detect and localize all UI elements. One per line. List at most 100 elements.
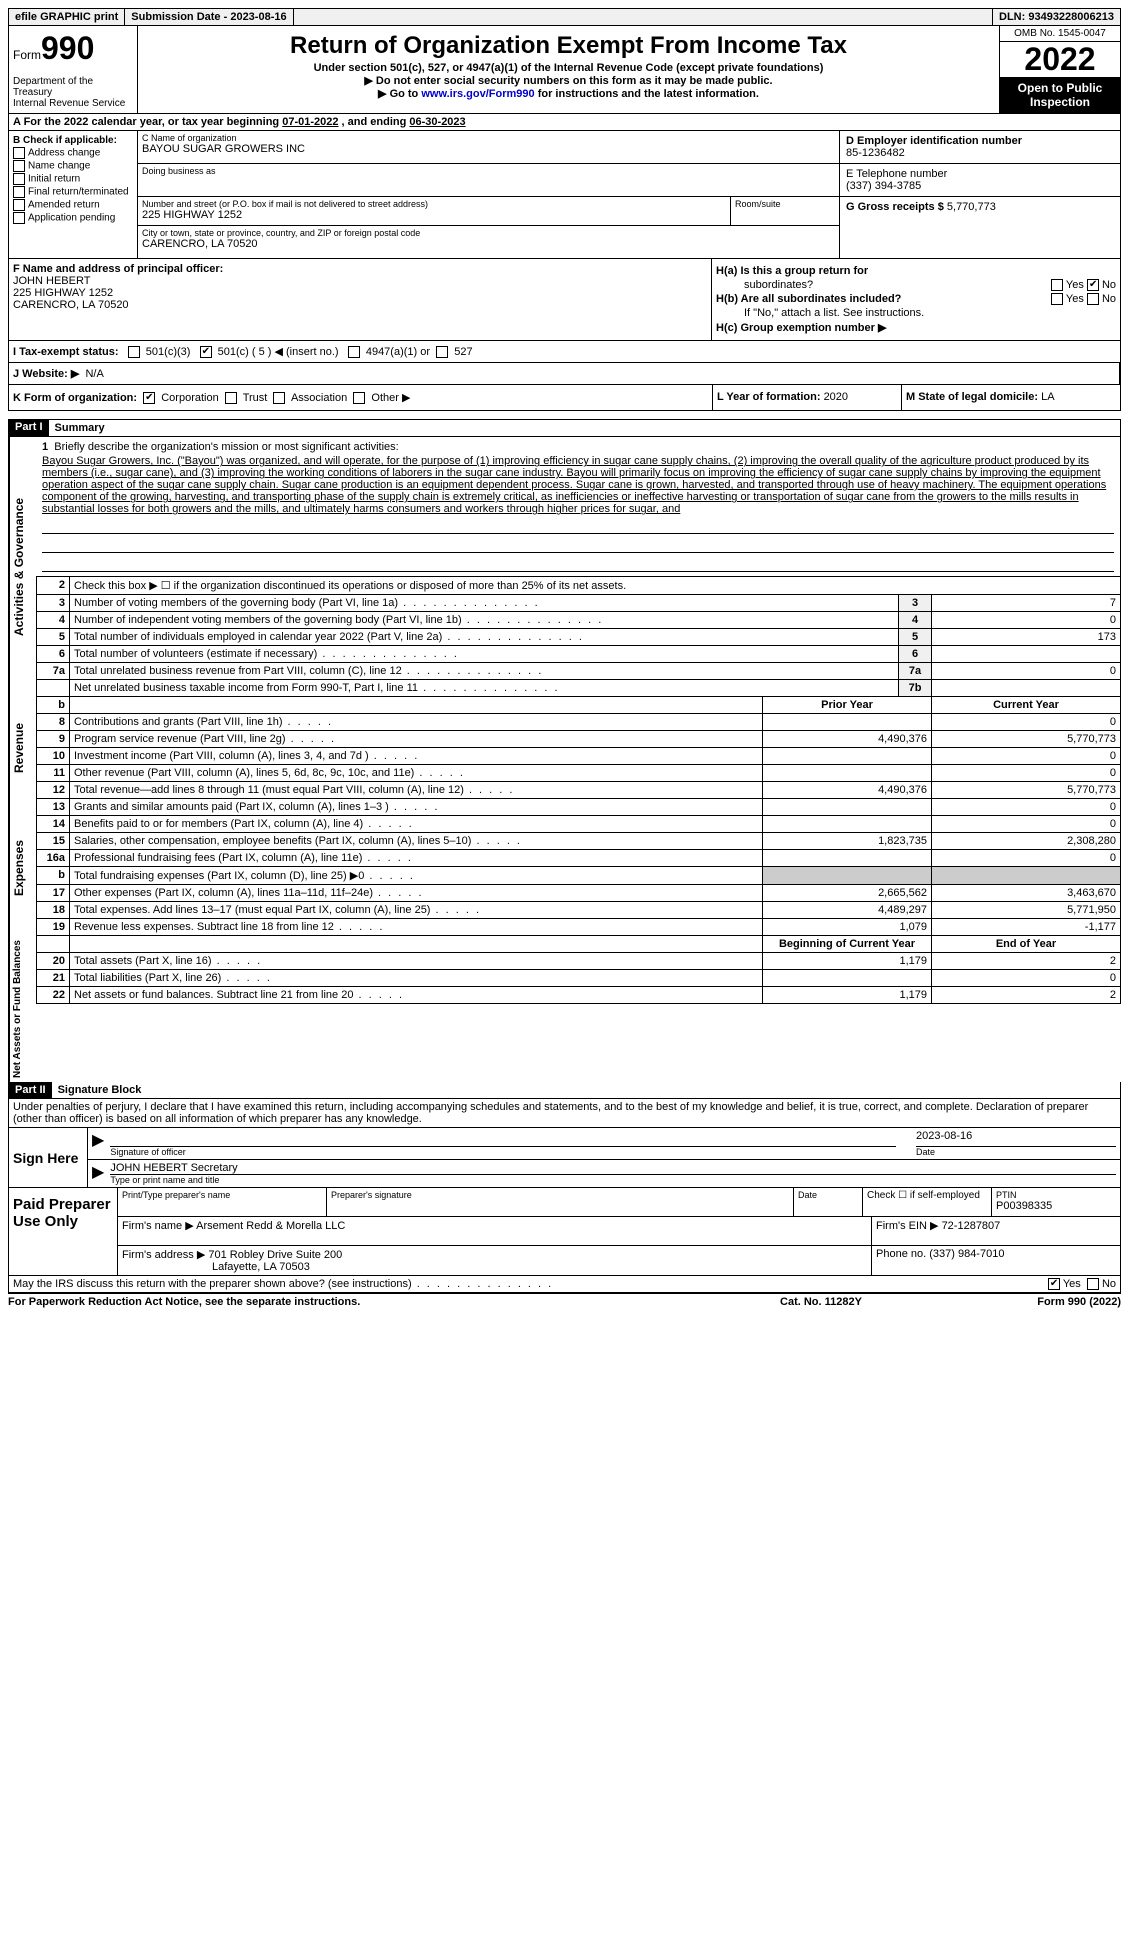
city-row: City or town, state or province, country… [138,226,839,258]
table-row: 5Total number of individuals employed in… [37,629,1121,646]
table-row: 16aProfessional fundraising fees (Part I… [37,850,1121,867]
tax-year: 2022 [1000,42,1120,77]
form-number-cell: Form990 Department of the Treasury Inter… [9,26,138,113]
hb-no[interactable] [1087,293,1099,305]
table-row: 15Salaries, other compensation, employee… [37,833,1121,850]
table-row: 18Total expenses. Add lines 13–17 (must … [37,902,1121,919]
lines-netassets: Beginning of Current Year End of Year 20… [36,936,1121,1004]
omb-number: OMB No. 1545-0047 [1000,26,1120,42]
officer-type-name: JOHN HEBERT Secretary [110,1162,1116,1175]
department-label: Department of the Treasury Internal Reve… [13,76,133,109]
dba-row: Doing business as [138,164,839,197]
check-other[interactable] [353,392,365,404]
table-row: 4Number of independent voting members of… [37,612,1121,629]
check-initial-return[interactable]: Initial return [13,173,133,185]
firm-name: Arsement Redd & Morella LLC [196,1220,345,1232]
gross-receipts: 5,770,773 [947,201,996,213]
table-row: 13Grants and similar amounts paid (Part … [37,799,1121,816]
table-row: 11Other revenue (Part VIII, column (A), … [37,765,1121,782]
declaration-text: Under penalties of perjury, I declare th… [8,1099,1121,1128]
check-4947[interactable] [348,346,360,358]
side-label-activities: Activities & Governance [9,437,36,697]
dln: DLN: 93493228006213 [992,9,1120,25]
discuss-no[interactable] [1087,1278,1099,1290]
m-state-domicile: M State of legal domicile: LA [902,385,1120,410]
table-row: 12Total revenue—add lines 8 through 11 (… [37,782,1121,799]
discuss-row: May the IRS discuss this return with the… [8,1276,1121,1293]
hb-yes[interactable] [1051,293,1063,305]
firm-ein: 72-1287807 [942,1220,1001,1232]
check-application-pending[interactable]: Application pending [13,212,133,224]
city-state-zip: CARENCRO, LA 70520 [142,238,835,250]
mission-text: Bayou Sugar Growers, Inc. ("Bayou") was … [42,455,1114,515]
inspection-label: Open to Public Inspection [1000,77,1120,113]
check-trust[interactable] [225,392,237,404]
box-e-phone: E Telephone number (337) 394-3785 [840,164,1120,197]
check-association[interactable] [273,392,285,404]
ha-no[interactable] [1087,279,1099,291]
room-suite: Room/suite [731,197,839,225]
section-expenses: Expenses 13Grants and similar amounts pa… [8,799,1121,936]
arrow-icon: ▶ [92,1162,104,1185]
street-row: Number and street (or P.O. box if mail i… [138,197,839,226]
topbar: efile GRAPHIC print Submission Date - 20… [8,8,1121,26]
section-activities: Activities & Governance 1 Briefly descri… [8,437,1121,697]
table-row: 14Benefits paid to or for members (Part … [37,816,1121,833]
table-row: 10Investment income (Part VIII, column (… [37,748,1121,765]
officer-name: JOHN HEBERT [13,275,90,287]
section-revenue: Revenue b Prior Year Current Year 8Contr… [8,697,1121,799]
check-address-change[interactable]: Address change [13,147,133,159]
phone-value: (337) 394-3785 [846,180,921,192]
lines-governance: 2Check this box ▶ ☐ if the organization … [36,577,1121,697]
side-label-expenses: Expenses [9,799,36,936]
table-row: Net unrelated business taxable income fr… [37,680,1121,697]
check-501c[interactable] [200,346,212,358]
title-cell: Return of Organization Exempt From Incom… [138,26,999,113]
ha-yes[interactable] [1051,279,1063,291]
check-name-change[interactable]: Name change [13,160,133,172]
paid-preparer-label: Paid Preparer Use Only [9,1188,118,1275]
table-row: 21Total liabilities (Part X, line 26)0 [37,970,1121,987]
submission-date: Submission Date - 2023-08-16 [125,9,293,25]
row-fh: F Name and address of principal officer:… [8,259,1121,341]
table-row: 8Contributions and grants (Part VIII, li… [37,714,1121,731]
irs-link[interactable]: www.irs.gov/Form990 [421,88,534,100]
website-row: J Website: ▶ N/A [9,363,1120,384]
efile-label: efile GRAPHIC print [9,9,125,25]
note-link: ▶ Go to www.irs.gov/Form990 for instruct… [146,87,991,100]
ptin-value: P00398335 [996,1200,1116,1212]
org-name-row: C Name of organization BAYOU SUGAR GROWE… [138,131,839,164]
check-final-return[interactable]: Final return/terminated [13,186,133,198]
check-527[interactable] [436,346,448,358]
ein-value: 85-1236482 [846,147,905,159]
box-g-gross: G Gross receipts $ 5,770,773 [840,197,1120,258]
paperwork-notice: For Paperwork Reduction Act Notice, see … [8,1296,721,1308]
form-header: Form990 Department of the Treasury Inter… [8,26,1121,114]
cat-no: Cat. No. 11282Y [721,1296,921,1308]
org-name: BAYOU SUGAR GROWERS INC [142,143,835,155]
box-d-ein: D Employer identification number 85-1236… [840,131,1120,164]
check-501c3[interactable] [128,346,140,358]
form-subtitle: Under section 501(c), 527, or 4947(a)(1)… [146,62,991,74]
discuss-yes[interactable] [1048,1278,1060,1290]
form-footer: Form 990 (2022) [921,1296,1121,1308]
part2-header: Part II Signature Block [8,1082,1121,1099]
table-row: 3Number of voting members of the governi… [37,595,1121,612]
side-label-revenue: Revenue [9,697,36,799]
table-row: bTotal fundraising expenses (Part IX, co… [37,867,1121,885]
sign-here-label: Sign Here [9,1128,88,1187]
table-row: 6Total number of volunteers (estimate if… [37,646,1121,663]
side-label-netassets: Net Assets or Fund Balances [9,936,36,1082]
line1-mission: 1 Briefly describe the organization's mi… [36,437,1121,577]
form-title: Return of Organization Exempt From Incom… [146,32,991,60]
row-j: J Website: ▶ N/A [8,363,1121,385]
k-form-org: K Form of organization: Corporation Trus… [9,385,713,410]
footer: For Paperwork Reduction Act Notice, see … [8,1293,1121,1310]
check-amended-return[interactable]: Amended return [13,199,133,211]
table-row: 19Revenue less expenses. Subtract line 1… [37,919,1121,936]
box-b: B Check if applicable: Address change Na… [9,131,138,258]
paid-preparer-block: Paid Preparer Use Only Print/Type prepar… [8,1188,1121,1276]
box-f-officer: F Name and address of principal officer:… [9,259,712,340]
check-corporation[interactable] [143,392,155,404]
box-h: H(a) Is this a group return for subordin… [712,259,1120,340]
